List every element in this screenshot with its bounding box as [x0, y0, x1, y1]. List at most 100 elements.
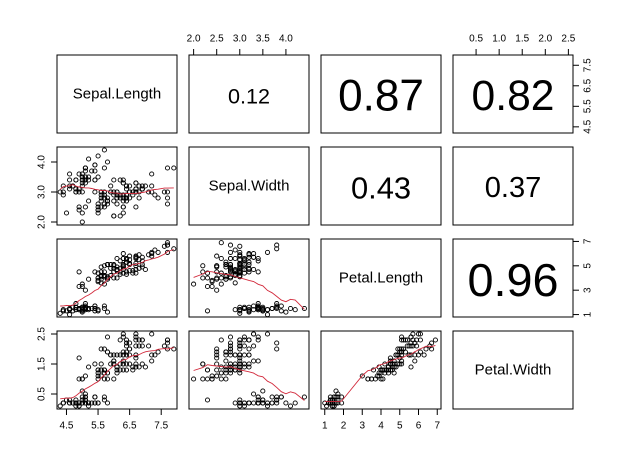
data-point [123, 352, 130, 358]
data-point [139, 183, 145, 189]
data-point [400, 346, 407, 352]
data-point [136, 343, 142, 349]
data-point [111, 189, 117, 195]
data-point [200, 376, 206, 382]
data-point [98, 189, 104, 195]
data-point [92, 189, 98, 195]
data-point [142, 364, 148, 370]
data-point [95, 204, 101, 210]
data-point [76, 269, 82, 275]
data-point [204, 367, 211, 373]
data-point [82, 301, 88, 307]
right-tick-label: 5 [583, 263, 594, 269]
data-point [241, 337, 247, 343]
data-point [130, 192, 136, 198]
data-point [130, 189, 136, 195]
data-point [98, 192, 104, 198]
data-point [227, 255, 234, 262]
data-point [164, 165, 171, 171]
left-tick-label: 3.0 [37, 185, 48, 199]
data-point [82, 165, 88, 171]
data-point [67, 186, 73, 192]
data-point [274, 301, 280, 307]
data-point [123, 192, 130, 198]
data-point [214, 367, 220, 373]
data-point [385, 367, 392, 373]
data-point [127, 361, 133, 367]
data-point [108, 352, 114, 358]
data-point [214, 263, 220, 269]
data-point [92, 269, 98, 275]
data-point [101, 195, 107, 201]
data-point [63, 210, 70, 216]
data-point [204, 275, 211, 281]
data-point [237, 253, 243, 259]
data-point [101, 165, 107, 171]
data-point [60, 308, 66, 314]
data-point [404, 343, 410, 349]
data-point [123, 337, 130, 343]
data-point [359, 373, 365, 379]
data-point [139, 361, 145, 367]
data-point [412, 358, 418, 364]
data-point [104, 376, 111, 382]
data-point [237, 262, 243, 268]
smoother-line-r4-c3 [324, 344, 436, 403]
data-point [246, 259, 252, 265]
data-point [86, 177, 92, 183]
data-point [82, 174, 88, 180]
data-point [246, 352, 252, 358]
data-point [111, 265, 117, 271]
data-point [79, 307, 85, 313]
data-point [301, 305, 307, 312]
data-point [410, 331, 416, 337]
data-point [292, 307, 298, 313]
data-point [246, 337, 252, 343]
data-point [79, 283, 85, 290]
data-point [101, 274, 107, 280]
panel-r4-c2-points [191, 331, 307, 409]
data-point [86, 276, 92, 282]
smoother-line-r2-c1 [59, 184, 174, 195]
data-point [123, 257, 130, 263]
data-point [73, 186, 79, 192]
data-point [120, 180, 126, 186]
data-point [227, 265, 234, 271]
data-point [209, 279, 215, 285]
panel-r4-c2-frame [188, 330, 310, 410]
data-point [104, 159, 111, 165]
data-point [86, 400, 92, 406]
data-point [82, 168, 88, 174]
right-tick-label: 7 [583, 238, 594, 244]
data-point [95, 153, 101, 159]
data-point [120, 349, 126, 355]
panel-r2-c2-frame [188, 146, 310, 226]
data-point [255, 400, 261, 406]
data-point [104, 201, 111, 207]
data-point [232, 307, 238, 313]
data-point [117, 337, 123, 343]
data-point [92, 168, 98, 174]
data-point [120, 210, 126, 216]
data-point [251, 391, 257, 397]
data-point [146, 252, 152, 258]
data-point [114, 370, 120, 376]
data-point [164, 201, 171, 207]
data-point [127, 257, 133, 263]
data-point [139, 337, 145, 343]
data-point [101, 201, 107, 207]
data-point [241, 258, 247, 264]
data-point [227, 269, 234, 275]
data-point [76, 403, 82, 409]
data-point [246, 346, 252, 352]
data-point [136, 265, 142, 271]
smoother-line-r4-c2 [193, 364, 305, 401]
data-point [412, 352, 418, 358]
data-point [391, 364, 397, 370]
data-point [237, 370, 243, 376]
data-point [399, 337, 405, 343]
right-tick-label: 5.5 [583, 99, 594, 113]
data-point [111, 361, 117, 367]
data-point [76, 355, 82, 361]
data-point [209, 283, 215, 290]
